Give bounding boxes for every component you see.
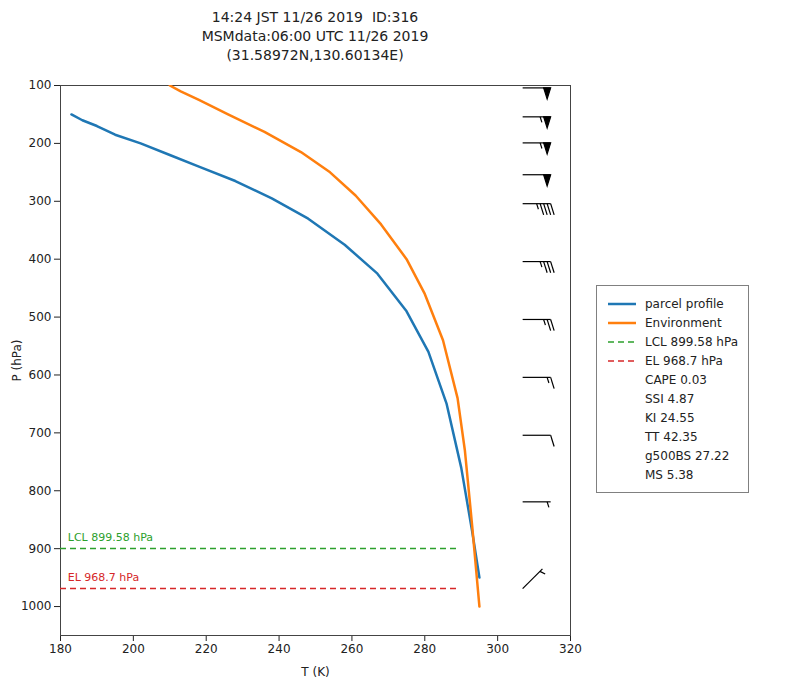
svg-text:700: 700: [29, 426, 52, 440]
svg-text:300: 300: [29, 194, 52, 208]
svg-text:1000: 1000: [21, 599, 52, 613]
svg-text:600: 600: [29, 368, 52, 382]
svg-text:240: 240: [268, 642, 291, 656]
svg-text:LCL 899.58 hPa: LCL 899.58 hPa: [68, 531, 153, 544]
html-text:Environment: Environment: [645, 315, 722, 330]
svg-text:P (hPa): P (hPa): [10, 339, 24, 381]
html-text:14:24 JST 11/26 2019 ID:316 MS: 14:24 JST 11/26 2019 ID:316 MSMdata:06:0…: [201, 9, 429, 63]
svg-text:200: 200: [29, 136, 52, 150]
html-text:KI 24.55: KI 24.55: [645, 410, 695, 425]
html-text:SSI 4.87: SSI 4.87: [645, 391, 695, 406]
svg-text:800: 800: [29, 484, 52, 498]
html-text:CAPE 0.03: CAPE 0.03: [645, 372, 707, 387]
svg-text:900: 900: [29, 541, 52, 555]
svg-text:300: 300: [486, 642, 509, 656]
svg-text:500: 500: [29, 310, 52, 324]
html-text:LCL 899.58 hPa: LCL 899.58 hPa: [645, 334, 738, 349]
html-text:TT 42.35: TT 42.35: [645, 429, 698, 444]
svg-text:100: 100: [29, 78, 52, 92]
svg-text:280: 280: [413, 642, 436, 656]
svg-text:T (K): T (K): [300, 665, 329, 679]
svg-text:400: 400: [29, 252, 52, 266]
svg-text:320: 320: [559, 642, 582, 656]
svg-text:200: 200: [122, 642, 145, 656]
html-text:g500BS 27.22: g500BS 27.22: [645, 448, 730, 463]
html-text:EL 968.7 hPa: EL 968.7 hPa: [645, 353, 723, 368]
svg-text:260: 260: [340, 642, 363, 656]
svg-text:180: 180: [49, 642, 72, 656]
html-text:MS 5.38: MS 5.38: [645, 467, 694, 482]
svg-text:220: 220: [195, 642, 218, 656]
svg-text:EL 968.7 hPa: EL 968.7 hPa: [68, 571, 139, 584]
html-text:parcel profile: parcel profile: [645, 296, 724, 311]
